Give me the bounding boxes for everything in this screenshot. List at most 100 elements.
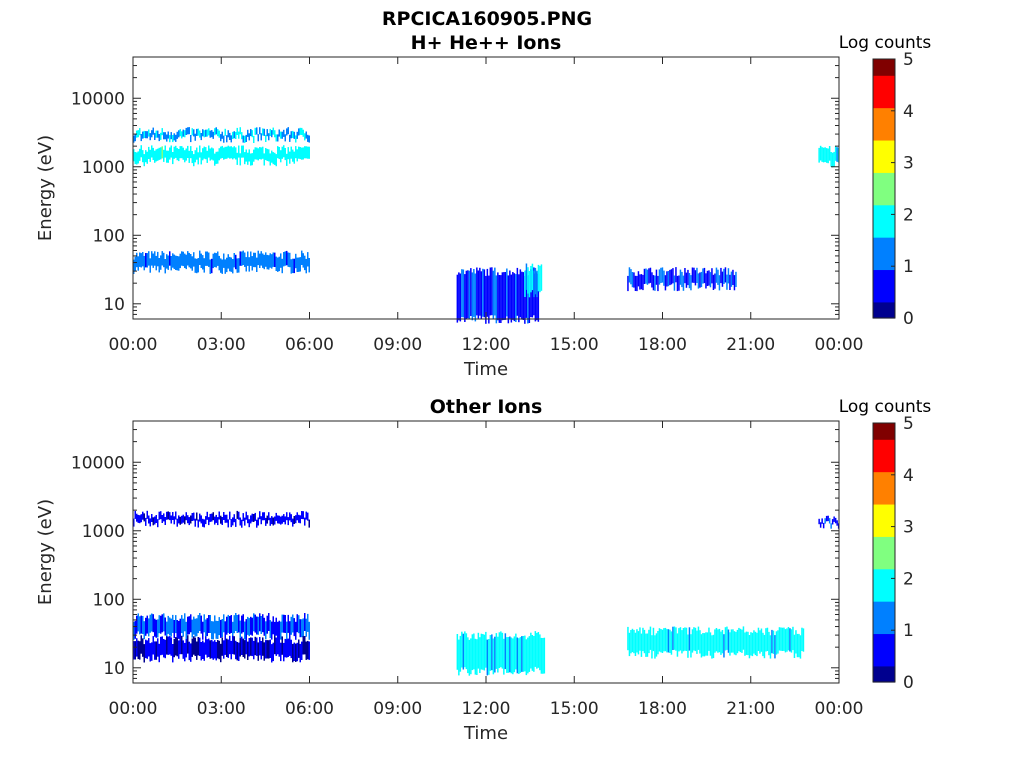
heatmap-strip [155,130,157,138]
heatmap-strip [221,259,223,274]
heatmap-strip [298,514,300,523]
heatmap-strip [296,257,298,272]
colorbar-step [873,524,895,529]
heatmap-strip [675,267,677,283]
heatmap-strip [289,252,291,268]
heatmap-strip [193,616,195,635]
colorbar-step [873,677,895,683]
colorbar-step [873,556,895,562]
colorbar-step [873,143,895,149]
heatmap-strip [476,639,478,675]
heatmap-strip [471,272,474,321]
heatmap-strip [290,146,292,159]
heatmap-strip [134,256,136,272]
heatmap-strip [678,275,680,291]
colorbar-step [873,277,895,283]
heatmap-strip [218,130,220,138]
heatmap-strip [235,131,237,139]
colorbar-step [873,204,895,210]
heatmap-strip [296,642,298,662]
heatmap-strip [295,643,297,662]
colorbar-step [873,665,895,671]
heatmap-strip [486,268,489,317]
heatmap-strip [645,633,647,657]
heatmap-strip [140,145,142,158]
heatmap-strip [283,252,285,267]
heatmap-strip [465,270,468,319]
heatmap-strip [540,637,543,674]
heatmap-strip [483,269,486,318]
heatmap-strip [245,635,247,655]
heatmap-strip [708,627,710,651]
heatmap-strip [179,635,181,655]
heatmap-strip [250,251,252,266]
heatmap-strip [825,148,828,163]
heatmap-strip [274,635,276,655]
heatmap-strip [194,150,196,163]
heatmap-strip [280,621,282,640]
heatmap-strip [834,517,837,524]
heatmap-strip [172,644,174,663]
heatmap-strip [170,618,172,637]
heatmap-strip [185,639,187,658]
x-tick-label: 03:00 [197,335,246,355]
heatmap-strip [730,629,733,653]
heatmap-strip [711,268,713,284]
colorbar-step [873,459,895,465]
heatmap-strip [172,152,174,165]
heatmap-strip [631,272,634,288]
heatmap-strip [205,516,207,525]
heatmap-strip [245,134,247,142]
heatmap-strip [272,127,274,135]
heatmap-strip [700,271,703,288]
heatmap-strip [260,616,262,634]
heatmap-strip [140,253,142,268]
heatmap-strip [208,615,210,633]
colorbar-tick-label: 2 [903,569,914,589]
heatmap-strip [206,150,208,163]
heatmap-strip [134,641,136,660]
heatmap-strip [301,641,303,660]
heatmap-strip [801,627,803,651]
heatmap-strip [271,644,273,663]
heatmap-strip [287,614,289,633]
heatmap-strip [825,515,828,522]
heatmap-strip [277,146,279,159]
heatmap-strip [142,638,144,657]
colorbar-step [873,657,895,663]
heatmap-strip [209,259,211,274]
heatmap-strip [824,518,826,524]
heatmap-strip [229,511,231,520]
heatmap-strip [663,628,665,652]
heatmap-strip [217,640,219,659]
heatmap-strip [137,640,139,660]
heatmap-strip [199,637,201,656]
heatmap-strip [458,272,460,321]
heatmap-strip [278,620,280,639]
heatmap-strip [685,272,688,288]
heatmap-strip [202,129,204,137]
heatmap-strip [157,148,159,161]
heatmap-strip [226,257,228,273]
heatmap-strip [492,638,495,675]
heatmap-strip [756,632,758,657]
colorbar-tick-label: 5 [903,50,914,70]
y-tick-label: 100 [93,590,125,610]
heatmap-strip [157,130,159,138]
heatmap-strip [269,517,271,526]
x-tick-label: 15:00 [550,335,599,355]
heatmap-strip [657,275,659,292]
heatmap-strip [304,636,306,655]
x-tick-label: 12:00 [462,335,511,355]
heatmap-strip [242,145,244,158]
heatmap-strip [164,617,166,636]
heatmap-strip [790,629,793,653]
heatmap-strip [736,629,739,654]
heatmap-strip [765,628,767,652]
heatmap-strip [263,128,265,136]
heatmap-strip [202,255,204,270]
heatmap-cells [133,510,840,676]
y-tick-label: 1000 [82,522,125,542]
